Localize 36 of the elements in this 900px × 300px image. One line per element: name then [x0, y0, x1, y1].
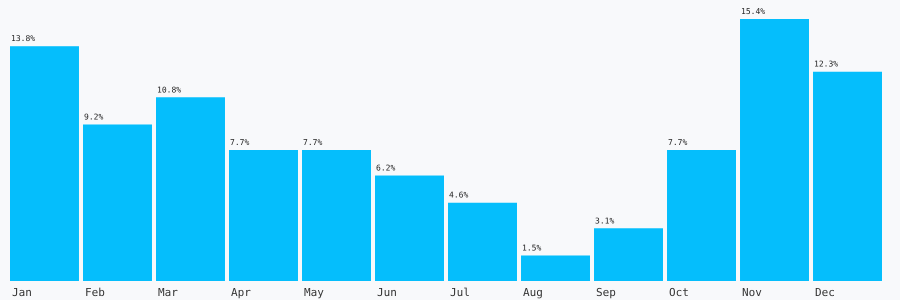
bar [594, 228, 663, 281]
data-label: 15.4% [741, 7, 766, 16]
data-label: 12.3% [814, 60, 838, 69]
x-tick-label: Feb [85, 286, 105, 299]
data-label: 9.2% [84, 112, 104, 122]
x-tick-label: Mar [158, 286, 178, 299]
x-tick-label: Jun [377, 286, 397, 299]
bar [375, 176, 444, 281]
bar [156, 97, 225, 281]
x-tick-label: Apr [231, 286, 252, 299]
data-label: 13.8% [11, 34, 36, 44]
x-tick-label: May [304, 286, 324, 299]
x-tick-label: Sep [596, 286, 616, 299]
bar [302, 150, 371, 281]
data-label: 7.7% [668, 138, 688, 147]
bar [448, 202, 517, 281]
bar [229, 150, 298, 281]
x-tick-label: Jan [12, 286, 32, 299]
x-tick-label: Aug [523, 286, 543, 299]
data-label: 7.7% [303, 138, 322, 147]
data-label: 6.2% [376, 164, 396, 173]
data-label: 7.7% [230, 138, 250, 147]
bar [10, 46, 79, 281]
data-label: 3.1% [595, 216, 614, 226]
x-tick-label: Nov [742, 286, 762, 299]
bar [667, 150, 736, 281]
bar [83, 124, 152, 281]
x-tick-label: Jul [450, 286, 470, 299]
bar [813, 72, 882, 281]
x-tick-label: Oct [669, 286, 689, 299]
bar [740, 19, 809, 281]
x-tick-label: Dec [815, 286, 835, 299]
data-label: 1.5% [522, 243, 542, 252]
data-label: 4.6% [449, 190, 468, 200]
data-label: 10.8% [157, 85, 182, 94]
bar [521, 255, 590, 281]
